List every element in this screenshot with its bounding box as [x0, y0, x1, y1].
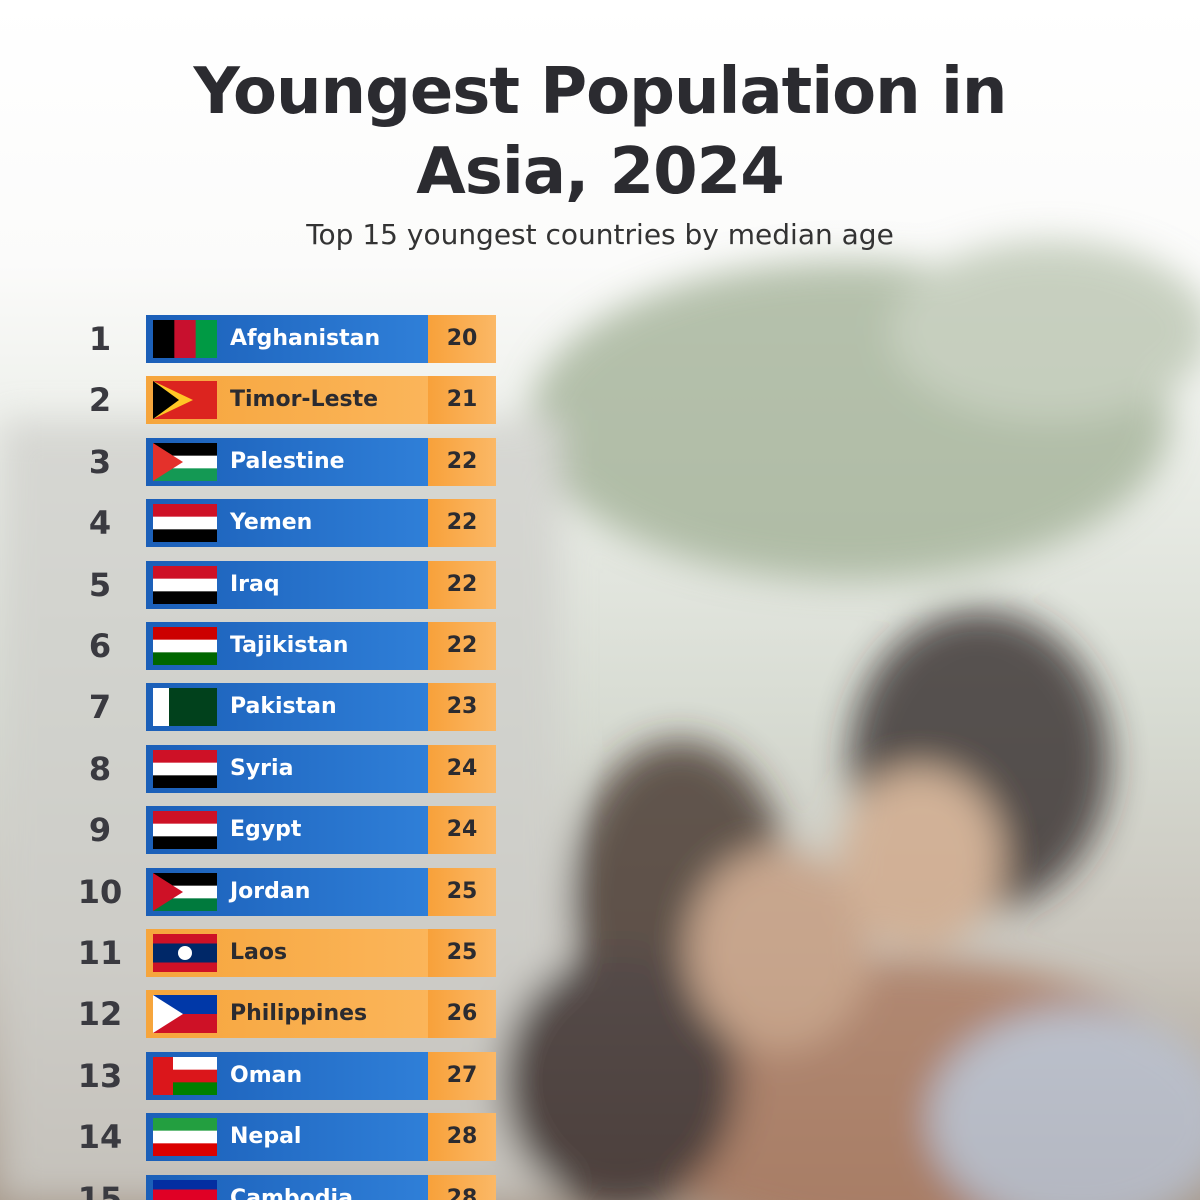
country-name: Tajikistan: [230, 633, 349, 658]
country-name: Afghanistan: [230, 326, 381, 351]
list-row: 7 Pakistan 23: [60, 683, 500, 732]
country-name: Yemen: [230, 510, 313, 536]
median-age: 21: [428, 376, 496, 425]
median-age: 25: [428, 929, 496, 977]
median-age: 24: [428, 744, 496, 793]
list-row: 11 Laos 25: [60, 929, 500, 977]
flag: [153, 442, 217, 481]
list-row: 12 Philippines 26: [60, 990, 500, 1039]
flag: [153, 381, 217, 420]
country-name: Iraq: [230, 571, 280, 597]
rank: 4: [88, 504, 112, 543]
rank: 11: [77, 934, 123, 972]
country-name: Oman: [230, 1062, 303, 1088]
country-bar: Egypt: [146, 806, 428, 855]
flag: [153, 749, 217, 788]
list-row: 8 Syria 24: [60, 744, 500, 793]
rank: 2: [88, 381, 112, 420]
rank: 1: [88, 320, 112, 358]
list-row: 5 Iraq 22: [60, 560, 500, 609]
flag: [153, 934, 217, 972]
median-age: 28: [428, 1113, 496, 1162]
flag: [153, 1056, 217, 1095]
country-bar: Syria: [146, 744, 428, 793]
list-row: 9 Egypt 24: [60, 806, 500, 855]
list-row: 13 Oman 27: [60, 1051, 500, 1100]
flag: [153, 1179, 217, 1200]
flag: [153, 504, 217, 543]
median-age: 23: [428, 683, 496, 732]
flag: [153, 320, 217, 358]
country-bar: Tajikistan: [146, 622, 428, 670]
country-bar: Iraq: [146, 560, 428, 609]
subtitle: Top 15 youngest countries by median age: [306, 218, 894, 251]
rank: 6: [88, 627, 112, 665]
country-name: Jordan: [230, 878, 311, 904]
rank: 12: [77, 995, 123, 1034]
country-bar: Yemen: [146, 499, 428, 548]
country-bar: Palestine: [146, 437, 428, 486]
median-age: 25: [428, 867, 496, 916]
median-age: 22: [428, 622, 496, 670]
flag: [153, 565, 217, 604]
rank: 7: [88, 688, 112, 727]
country-bar: Timor-Leste: [146, 376, 428, 425]
median-age: 20: [428, 315, 496, 363]
country-bar: Afghanistan: [146, 315, 428, 363]
list-row: 10 Jordan 25: [60, 867, 500, 916]
flag: [153, 688, 217, 727]
country-bar: Laos: [146, 929, 428, 977]
country-name: Laos: [230, 940, 288, 965]
rank: 15: [77, 1179, 123, 1200]
country-name: Nepal: [230, 1124, 302, 1150]
median-age: 28: [428, 1174, 496, 1200]
list-row: 3 Palestine 22: [60, 437, 500, 486]
country-bar: Philippines: [146, 990, 428, 1039]
country-name: Cambodia: [230, 1185, 353, 1200]
flag: [153, 627, 217, 665]
country-name: Philippines: [230, 1001, 368, 1027]
country-bar: Pakistan: [146, 683, 428, 732]
list-row: 2 Timor-Leste 21: [60, 376, 500, 425]
country-name: Timor-Leste: [230, 387, 379, 413]
rank: 13: [77, 1056, 123, 1095]
country-bar: Nepal: [146, 1113, 428, 1162]
list-row: 4 Yemen 22: [60, 499, 500, 548]
rank: 14: [77, 1118, 123, 1157]
list-row: 6 Tajikistan 22: [60, 622, 500, 670]
country-name: Palestine: [230, 448, 345, 474]
country-name: Egypt: [230, 817, 302, 843]
flag: [153, 811, 217, 850]
rank: 5: [88, 565, 112, 604]
flag: [153, 1118, 217, 1157]
country-name: Pakistan: [230, 694, 337, 720]
median-age: 27: [428, 1051, 496, 1100]
median-age: 22: [428, 437, 496, 486]
flag: [153, 872, 217, 911]
flag: [153, 995, 217, 1034]
median-age: 22: [428, 560, 496, 609]
country-bar: Oman: [146, 1051, 428, 1100]
title: Youngest Population in Asia, 2024: [193, 55, 1008, 209]
rank: 9: [88, 811, 112, 850]
list-row: 1 Afghanistan 20: [60, 315, 500, 363]
list-row: 14 Nepal 28: [60, 1113, 500, 1162]
country-name: Syria: [230, 755, 294, 781]
country-bar: Cambodia: [146, 1174, 428, 1200]
rank: 10: [77, 872, 123, 911]
median-age: 26: [428, 990, 496, 1039]
country-bar: Jordan: [146, 867, 428, 916]
rank: 8: [88, 749, 112, 788]
list-row: 15 Cambodia 28: [60, 1174, 500, 1200]
rank: 3: [88, 442, 112, 481]
median-age: 24: [428, 806, 496, 855]
median-age: 22: [428, 499, 496, 548]
